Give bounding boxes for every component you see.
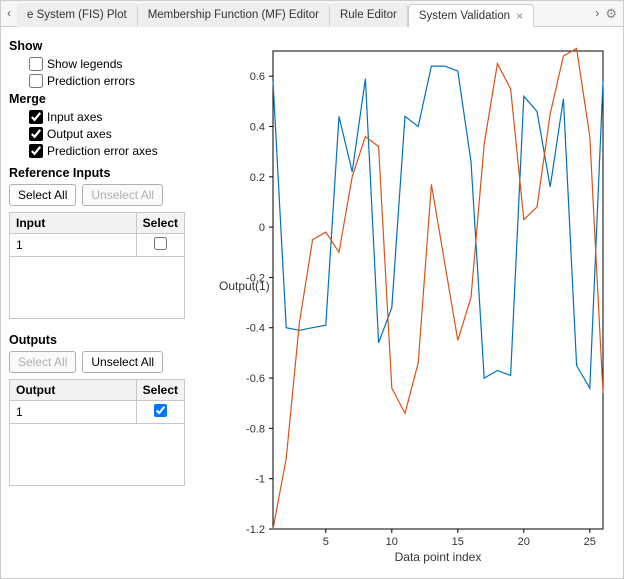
svg-text:20: 20 <box>518 536 530 548</box>
outputs-header: Outputs <box>9 333 203 347</box>
svg-text:5: 5 <box>323 536 329 548</box>
svg-text:15: 15 <box>452 536 464 548</box>
output-name: 1 <box>10 401 137 424</box>
outputs-table: Output Select 1 <box>9 379 185 424</box>
svg-text:-0.4: -0.4 <box>246 323 265 335</box>
tab-strip: ‹ e System (FIS) Plot Membership Function… <box>1 1 623 27</box>
prediction-errors-label: Prediction errors <box>47 74 135 88</box>
tab-label: e System (FIS) Plot <box>27 9 127 21</box>
output-chart: -1.2-1-0.8-0.6-0.4-0.200.20.40.651015202… <box>211 35 615 575</box>
svg-text:Output(1): Output(1) <box>219 279 270 293</box>
ref-inputs-select-all-button[interactable]: Select All <box>9 184 76 206</box>
tabs-scroll-right[interactable]: › <box>589 2 605 26</box>
prediction-error-axes-checkbox[interactable] <box>29 144 43 158</box>
chart-area: -1.2-1-0.8-0.6-0.4-0.200.20.40.651015202… <box>211 27 623 578</box>
svg-text:-0.8: -0.8 <box>246 423 265 435</box>
tab-label: Membership Function (MF) Editor <box>148 9 319 21</box>
outputs-col-select: Select <box>136 380 184 401</box>
tab-3[interactable]: System Validation × <box>408 4 534 27</box>
svg-text:-0.6: -0.6 <box>246 373 265 385</box>
ref-input-select-checkbox[interactable] <box>154 237 167 250</box>
tab-2[interactable]: Rule Editor <box>330 3 408 27</box>
ref-input-select-cell <box>136 234 184 257</box>
merge-header: Merge <box>9 92 203 106</box>
close-icon[interactable]: × <box>516 9 523 23</box>
show-legends-checkbox[interactable] <box>29 57 43 71</box>
outputs-select-all-button: Select All <box>9 351 76 373</box>
svg-text:-1: -1 <box>255 474 265 486</box>
show-header: Show <box>9 39 203 53</box>
ref-input-name: 1 <box>10 234 137 257</box>
svg-text:25: 25 <box>584 536 596 548</box>
table-row: 1 <box>10 234 185 257</box>
svg-text:0.2: 0.2 <box>250 172 265 184</box>
table-row: 1 <box>10 401 185 424</box>
ref-inputs-unselect-all-button: Unselect All <box>82 184 163 206</box>
reference-inputs-header: Reference Inputs <box>9 166 203 180</box>
tab-0[interactable]: e System (FIS) Plot <box>17 3 138 27</box>
svg-text:Data point index: Data point index <box>395 550 482 564</box>
outputs-col-output: Output <box>10 380 137 401</box>
svg-text:0.4: 0.4 <box>250 121 265 133</box>
input-axes-checkbox[interactable] <box>29 110 43 124</box>
svg-text:-1.2: -1.2 <box>246 524 265 536</box>
gear-icon[interactable]: ⚙ <box>605 6 617 22</box>
outputs-unselect-all-button[interactable]: Unselect All <box>82 351 163 373</box>
prediction-error-axes-label: Prediction error axes <box>47 144 158 158</box>
reference-inputs-table: Input Select 1 <box>9 212 185 257</box>
output-axes-label: Output axes <box>47 127 112 141</box>
tab-label: Rule Editor <box>340 9 397 21</box>
tabs-scroll-left[interactable]: ‹ <box>1 2 17 26</box>
prediction-errors-checkbox[interactable] <box>29 74 43 88</box>
outputs-table-pad <box>9 424 185 486</box>
input-axes-label: Input axes <box>47 110 102 124</box>
output-axes-checkbox[interactable] <box>29 127 43 141</box>
show-legends-label: Show legends <box>47 57 122 71</box>
output-select-checkbox[interactable] <box>154 404 167 417</box>
control-panel: Show Show legends Prediction errors Merg… <box>1 27 211 578</box>
svg-text:0: 0 <box>259 222 265 234</box>
output-select-cell <box>136 401 184 424</box>
ref-inputs-table-pad <box>9 257 185 319</box>
ref-inputs-col-input: Input <box>10 213 137 234</box>
tab-1[interactable]: Membership Function (MF) Editor <box>138 3 330 27</box>
ref-inputs-col-select: Select <box>136 213 184 234</box>
tab-label: System Validation <box>419 10 510 22</box>
svg-text:0.6: 0.6 <box>250 71 265 83</box>
svg-text:10: 10 <box>386 536 398 548</box>
